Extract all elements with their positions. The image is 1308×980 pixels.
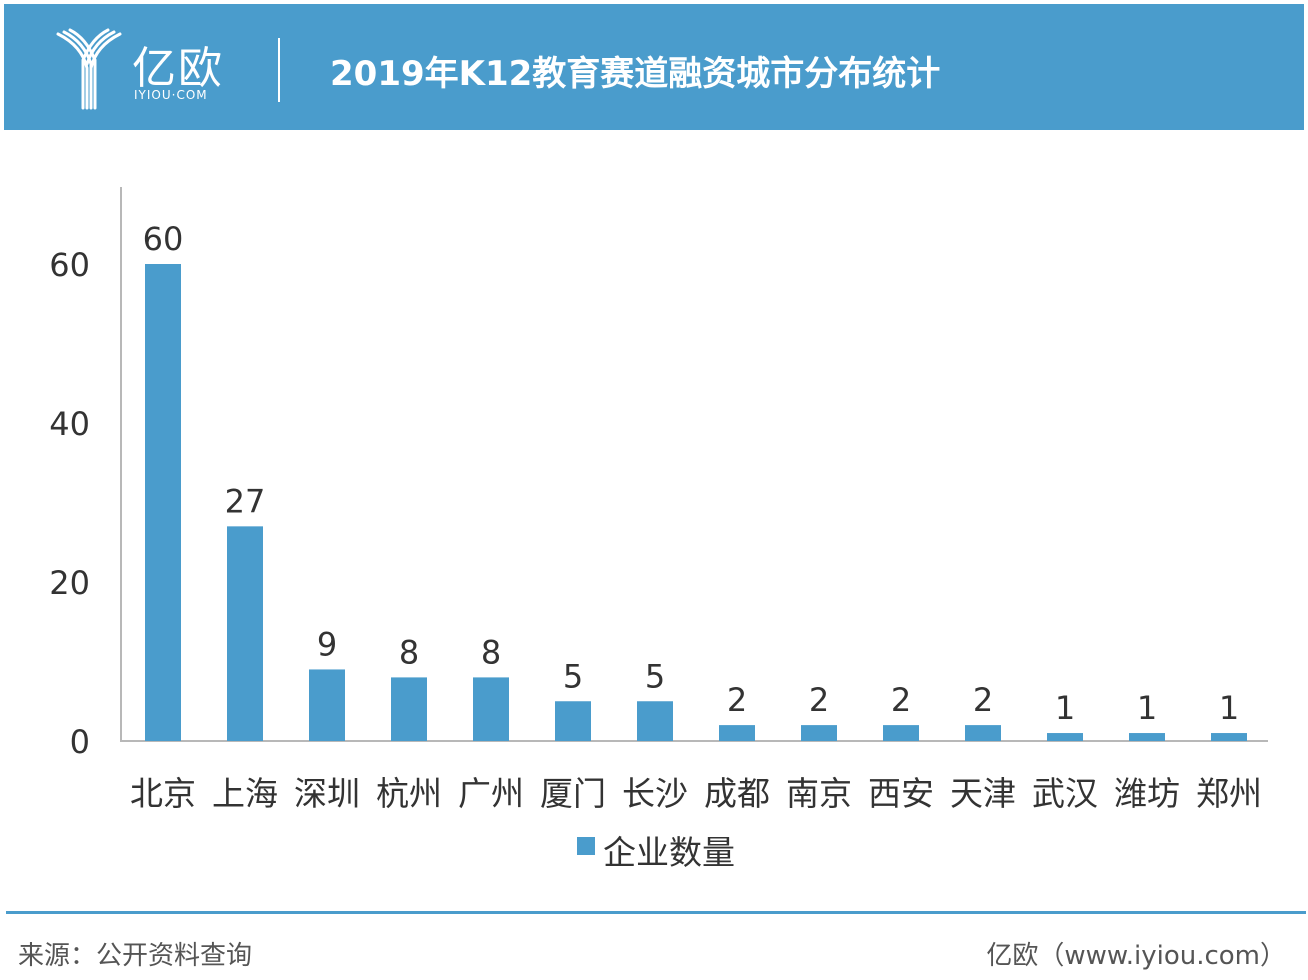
data-label: 1 xyxy=(1219,689,1239,727)
data-label: 1 xyxy=(1137,689,1157,727)
footer-divider xyxy=(6,911,1306,914)
x-tick-label: 上海 xyxy=(212,774,278,813)
data-label: 2 xyxy=(973,681,993,719)
bar xyxy=(391,677,427,741)
x-tick-label: 厦门 xyxy=(540,774,606,813)
header-banner: 亿欧 IYIOU·COM 2019年K12教育赛道融资城市分布统计 xyxy=(4,4,1304,130)
bar xyxy=(637,701,673,741)
site-credit: 亿欧（www.iyiou.com） xyxy=(986,941,1286,971)
bar xyxy=(1129,733,1165,741)
x-tick-label: 北京 xyxy=(130,774,196,813)
x-tick-label: 成都 xyxy=(704,774,770,813)
y-tick-label: 20 xyxy=(49,564,90,602)
data-label: 2 xyxy=(727,681,747,719)
bar xyxy=(965,725,1001,741)
x-tick-label: 广州 xyxy=(458,774,524,813)
x-tick-label: 南京 xyxy=(786,774,852,813)
legend-label: 企业数量 xyxy=(603,833,735,872)
y-tick-label: 60 xyxy=(49,246,90,284)
legend-swatch xyxy=(577,837,595,855)
bar xyxy=(719,725,755,741)
bar xyxy=(227,526,263,741)
x-tick-label: 武汉 xyxy=(1032,774,1098,813)
data-label: 5 xyxy=(563,657,583,695)
data-label: 8 xyxy=(481,633,501,671)
x-tick-label: 深圳 xyxy=(294,774,360,813)
bar xyxy=(883,725,919,741)
logo-subtext: IYIOU·COM xyxy=(134,88,208,102)
data-label: 9 xyxy=(317,625,337,663)
logo-icon xyxy=(56,28,122,110)
data-label: 2 xyxy=(891,681,911,719)
source-note: 来源：公开资料查询 xyxy=(18,941,253,971)
bar xyxy=(555,701,591,741)
x-tick-label: 郑州 xyxy=(1196,774,1262,813)
data-label: 60 xyxy=(143,220,184,258)
logo: 亿欧 IYIOU·COM xyxy=(54,24,284,110)
data-label: 5 xyxy=(645,657,665,695)
bar xyxy=(1211,733,1247,741)
data-label: 8 xyxy=(399,633,419,671)
bar xyxy=(473,677,509,741)
data-label: 2 xyxy=(809,681,829,719)
header-divider xyxy=(278,38,280,102)
data-label: 1 xyxy=(1055,689,1075,727)
bar xyxy=(145,264,181,741)
logo-name: 亿欧 xyxy=(132,43,224,94)
bar xyxy=(1047,733,1083,741)
y-tick-label: 40 xyxy=(49,405,90,443)
y-tick-label: 0 xyxy=(70,723,90,761)
x-tick-label: 杭州 xyxy=(376,774,442,813)
x-tick-label: 潍坊 xyxy=(1114,774,1180,813)
x-tick-label: 长沙 xyxy=(622,774,688,813)
x-tick-label: 西安 xyxy=(868,774,934,813)
bar xyxy=(309,669,345,741)
data-label: 27 xyxy=(225,482,266,520)
bar xyxy=(801,725,837,741)
x-tick-label: 天津 xyxy=(950,774,1016,813)
chart-title: 2019年K12教育赛道融资城市分布统计 xyxy=(330,54,941,94)
bar-chart: 0 20 40 60 60 北京 27 上海 9 深圳 8 杭州 8 广州 5 厦门 5 长沙 2 成都 2 南京 2 西安 2… xyxy=(49,187,1268,872)
